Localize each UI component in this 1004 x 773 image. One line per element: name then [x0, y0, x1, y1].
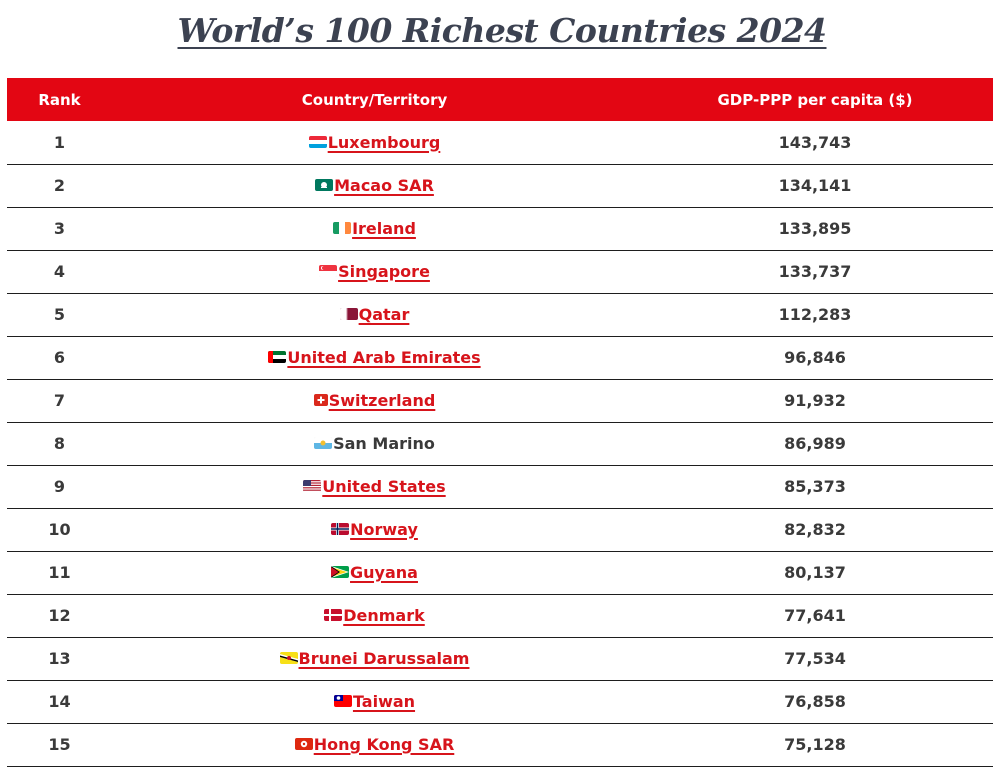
rank-cell: 8	[53, 434, 66, 453]
gdp-cell: 143,743	[778, 132, 852, 152]
gdp-cell: 77,641	[784, 606, 846, 625]
gdp-cell: 86,989	[784, 434, 846, 453]
country-link[interactable]: Norway	[350, 519, 418, 539]
country-cell: Macao SAR	[112, 164, 637, 207]
country-cell: United States	[112, 465, 637, 508]
rank-cell: 1	[53, 132, 66, 152]
switzerland-flag-icon	[313, 394, 328, 407]
country-link[interactable]: Brunei Darussalam	[298, 648, 470, 668]
table-row: 11 Guyana 80,137	[7, 551, 993, 594]
country-column-header: Country/Territory	[301, 90, 448, 109]
page-title: World’s 100 Richest Countries 2024	[177, 11, 828, 50]
country-cell: Brunei Darussalam	[112, 637, 637, 680]
rank-cell: 10	[48, 520, 71, 539]
country-name-text: San Marino	[333, 433, 435, 453]
country-cell: Hong Kong SAR	[112, 723, 637, 766]
uae-flag-icon	[268, 351, 287, 364]
title-container: World’s 100 Richest Countries 2024	[0, 0, 1004, 62]
table-row: 5 Qatar 112,283	[7, 293, 993, 336]
luxembourg-flag-icon	[308, 136, 327, 148]
rank-cell: 13	[48, 649, 71, 668]
qatar-flag-icon	[339, 308, 358, 321]
hong-kong-flag-icon	[294, 738, 313, 751]
table-header-row: Rank Country/Territory GDP-PPP per capit…	[7, 78, 993, 121]
singapore-flag-icon	[319, 265, 338, 278]
rank-cell: 2	[53, 176, 66, 195]
macao-flag-icon	[315, 179, 334, 192]
rank-cell: 7	[53, 391, 66, 410]
table-row: 15 Hong Kong SAR 75,128	[7, 723, 993, 766]
country-link[interactable]: Guyana	[350, 562, 418, 582]
rank-cell: 9	[53, 477, 66, 496]
richest-countries-table: Rank Country/Territory GDP-PPP per capit…	[7, 78, 993, 767]
gdp-cell: 82,832	[784, 520, 846, 539]
rank-cell: 14	[48, 692, 71, 711]
rank-cell: 15	[48, 735, 71, 754]
table-row: 3 Ireland 133,895	[7, 207, 993, 250]
rank-cell: 3	[53, 219, 66, 238]
table-row: 9 United States 85,373	[7, 465, 993, 508]
country-cell: Taiwan	[112, 680, 637, 723]
country-link[interactable]: Macao SAR	[334, 175, 434, 195]
gdp-cell: 133,737	[778, 262, 852, 281]
country-link[interactable]: Switzerland	[328, 390, 436, 410]
country-cell: Switzerland	[112, 379, 637, 422]
gdp-cell: 75,128	[784, 735, 846, 754]
country-cell: Denmark	[112, 594, 637, 637]
brunei-flag-icon	[279, 652, 298, 665]
country-link[interactable]: Denmark	[343, 605, 425, 625]
table-row: 8 San Marino 86,989	[7, 422, 993, 465]
table-row: 6 United Arab Emirates 96,846	[7, 336, 993, 379]
norway-flag-icon	[331, 523, 350, 536]
country-cell: Singapore	[112, 250, 637, 293]
gdp-cell: 76,858	[784, 692, 846, 711]
country-link[interactable]: Luxembourg	[327, 132, 441, 152]
rank-cell: 12	[48, 606, 71, 625]
table-row: 13 Brunei Darussalam 77,534	[7, 637, 993, 680]
gdp-cell: 80,137	[784, 563, 846, 582]
gdp-cell: 112,283	[778, 305, 852, 324]
country-link[interactable]: Hong Kong SAR	[313, 734, 455, 754]
country-cell: United Arab Emirates	[112, 336, 637, 379]
country-link[interactable]: Ireland	[352, 218, 416, 238]
table-row: 7 Switzerland 91,932	[7, 379, 993, 422]
country-cell: Guyana	[112, 551, 637, 594]
country-cell: Luxembourg	[112, 121, 637, 164]
country-link[interactable]: United States	[322, 476, 446, 496]
ireland-flag-icon	[333, 222, 352, 235]
country-link[interactable]: United Arab Emirates	[287, 347, 481, 367]
san-marino-flag-icon	[314, 437, 333, 450]
country-link[interactable]: Singapore	[338, 261, 430, 281]
rank-cell: 5	[53, 305, 66, 324]
gdp-cell: 96,846	[784, 348, 846, 367]
country-cell: Ireland	[112, 207, 637, 250]
table-row: 14 Taiwan 76,858	[7, 680, 993, 723]
table-row: 1 Luxembourg 143,743	[7, 121, 993, 164]
gdp-cell: 85,373	[784, 477, 846, 496]
gdp-cell: 77,534	[784, 649, 846, 668]
rank-cell: 4	[53, 262, 66, 281]
gdp-cell: 133,895	[778, 219, 852, 238]
country-cell: San Marino	[112, 422, 637, 465]
country-cell: Qatar	[112, 293, 637, 336]
rank-cell: 11	[48, 563, 71, 582]
gdp-cell: 134,141	[778, 176, 852, 195]
denmark-flag-icon	[324, 609, 343, 622]
country-cell: Norway	[112, 508, 637, 551]
guyana-flag-icon	[331, 566, 350, 579]
rank-column-header: Rank	[38, 90, 81, 109]
table-row: 2 Macao SAR 134,141	[7, 164, 993, 207]
rank-cell: 6	[53, 348, 66, 367]
table-row: 12 Denmark 77,641	[7, 594, 993, 637]
gdp-column-header: GDP-PPP per capita ($)	[717, 90, 913, 109]
gdp-cell: 91,932	[784, 391, 846, 410]
country-link[interactable]: Qatar	[358, 304, 410, 324]
united-states-flag-icon	[303, 480, 322, 493]
table-row: 10 Norway 82,832	[7, 508, 993, 551]
taiwan-flag-icon	[333, 695, 352, 708]
country-link[interactable]: Taiwan	[352, 691, 416, 711]
table-row: 4 Singapore 133,737	[7, 250, 993, 293]
